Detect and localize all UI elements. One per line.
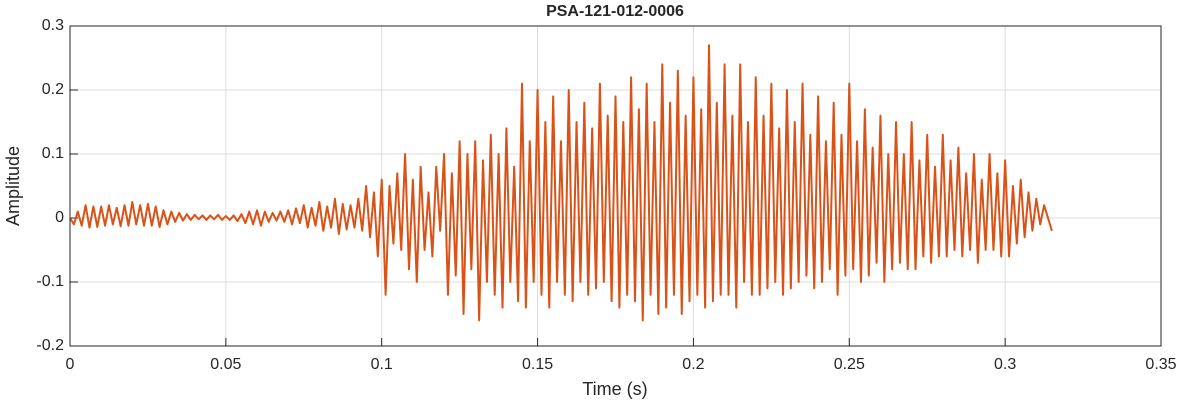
- y-tick-label: 0: [55, 209, 64, 226]
- y-axis-label: Amplitude: [3, 146, 23, 226]
- signal-line: [69, 44, 1053, 322]
- chart-title: PSA-121-012-0006: [546, 3, 684, 20]
- x-tick-label: 0.15: [522, 356, 553, 373]
- x-tick-label: 0.35: [1145, 356, 1176, 373]
- y-tick-label: -0.1: [36, 273, 64, 290]
- x-tick-label: 0: [66, 356, 75, 373]
- y-tick-label: 0.3: [42, 17, 64, 34]
- x-tick-label: 0.05: [210, 356, 241, 373]
- x-tick-label: 0.1: [371, 356, 393, 373]
- x-tick-label: 0.25: [834, 356, 865, 373]
- x-tick-label: 0.3: [994, 356, 1016, 373]
- x-axis-label: Time (s): [582, 379, 647, 399]
- y-tick-label: -0.2: [36, 337, 64, 354]
- axes-box: [69, 25, 1162, 347]
- x-tick-label: 0.2: [682, 356, 704, 373]
- y-tick-label: 0.2: [42, 81, 64, 98]
- y-tick-label: 0.1: [42, 145, 64, 162]
